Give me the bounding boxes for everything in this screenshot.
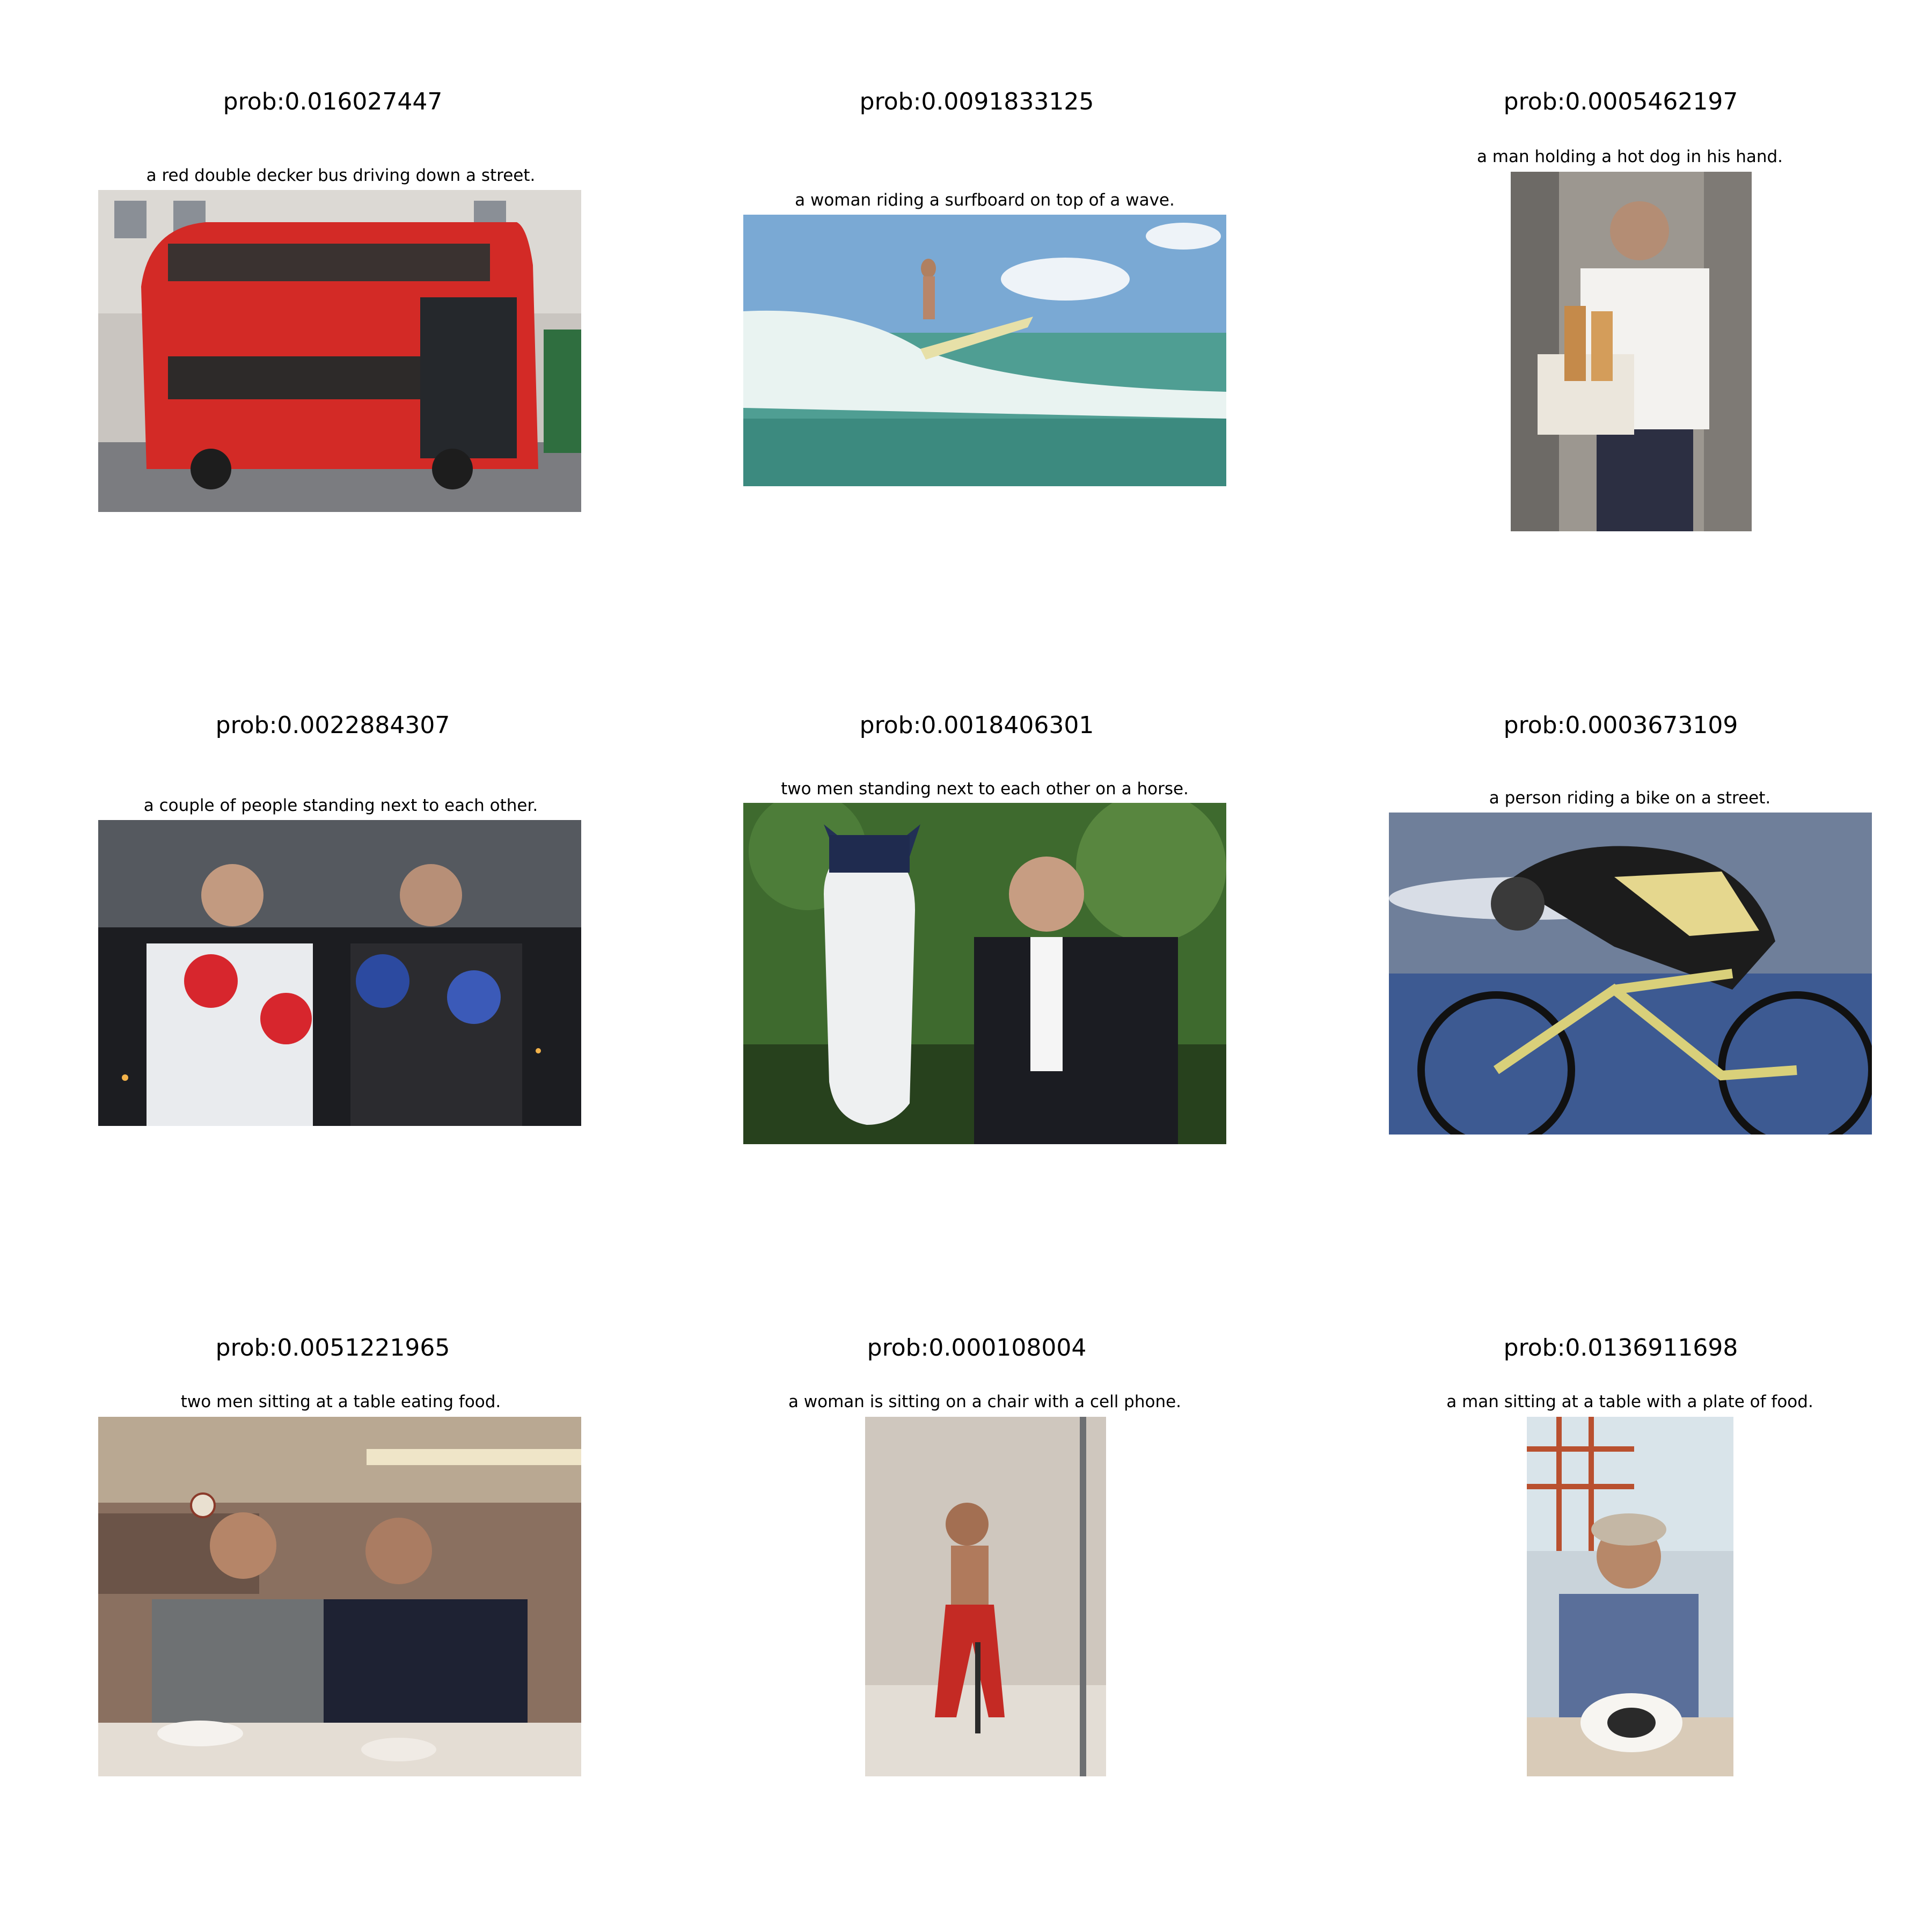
- panel-5-photo-horse: [743, 803, 1226, 1144]
- panel-7-prob: prob:0.0051221965: [215, 1334, 450, 1362]
- panel-8-caption: a woman is sitting on a chair with a cel…: [788, 1392, 1182, 1411]
- panel-6-prob: prob:0.0003673109: [1503, 712, 1738, 739]
- panel-5-prob: prob:0.0018406301: [859, 712, 1094, 739]
- panel-1-photo-bus: [98, 190, 581, 512]
- panel-5-caption: two men standing next to each other on a…: [781, 779, 1189, 799]
- panel-3-photo-man-bread: [1511, 172, 1752, 531]
- panel-2-prob: prob:0.0091833125: [859, 88, 1094, 115]
- panel-3-prob: prob:0.0005462197: [1503, 88, 1738, 115]
- panel-8-photo-studio-model: [865, 1417, 1106, 1776]
- panel-6-caption: a person riding a bike on a street.: [1489, 788, 1771, 808]
- panel-3-caption: a man holding a hot dog in his hand.: [1476, 147, 1783, 166]
- panel-7-caption: two men sitting at a table eating food.: [180, 1392, 501, 1411]
- panel-2-photo-surfer: [743, 215, 1226, 486]
- panel-2-caption: a woman riding a surfboard on top of a w…: [795, 191, 1175, 210]
- panel-4-photo-boxers: [98, 820, 581, 1126]
- panel-9-prob: prob:0.0136911698: [1503, 1334, 1738, 1362]
- panel-4-caption: a couple of people standing next to each…: [143, 796, 538, 815]
- panel-9-photo-man-plate: [1527, 1417, 1733, 1776]
- panel-6-photo-cyclist: [1389, 813, 1872, 1135]
- panel-1-prob: prob:0.016027447: [223, 88, 443, 115]
- panel-8-prob: prob:0.000108004: [867, 1334, 1087, 1362]
- panel-9-caption: a man sitting at a table with a plate of…: [1446, 1392, 1813, 1411]
- panel-1-caption: a red double decker bus driving down a s…: [146, 166, 536, 185]
- panel-4-prob: prob:0.0022884307: [215, 712, 450, 739]
- panel-7-photo-diners: [98, 1417, 581, 1776]
